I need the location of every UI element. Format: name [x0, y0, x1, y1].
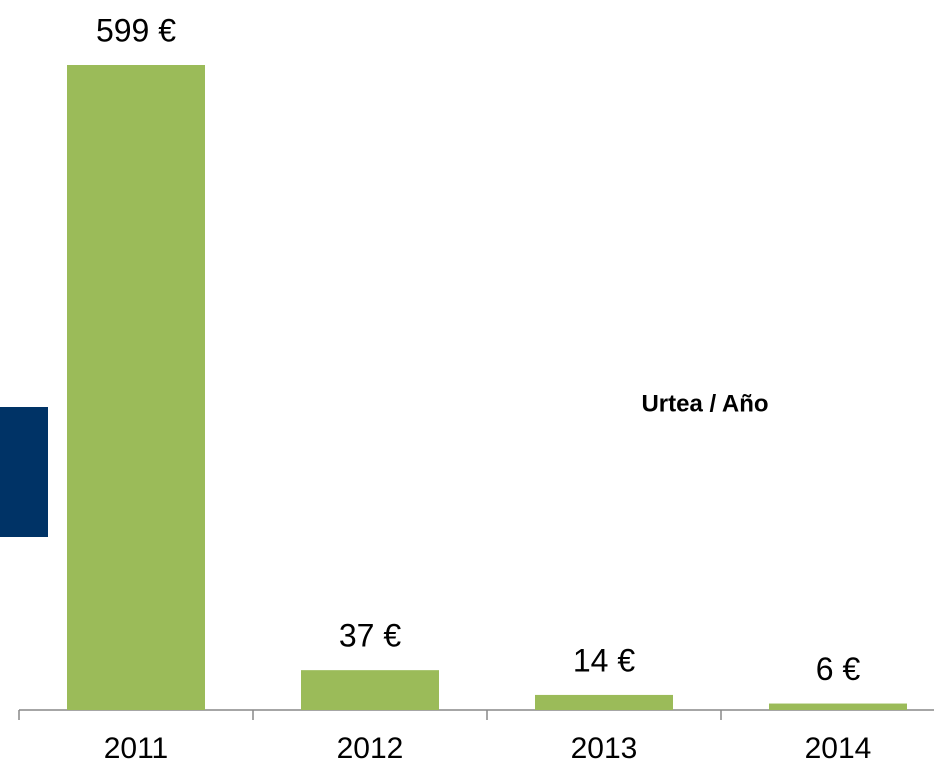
bar	[535, 694, 673, 710]
x-tick-label: 2011	[104, 732, 169, 765]
value-label: 14 €	[573, 642, 635, 678]
side-block	[0, 407, 48, 537]
x-tick-label: 2014	[805, 732, 872, 765]
x-tick-label: 2013	[571, 732, 638, 765]
value-label: 6 €	[816, 651, 861, 687]
x-tick-label: 2012	[337, 732, 404, 765]
bar	[769, 703, 907, 710]
bar	[67, 65, 205, 710]
value-label: 37 €	[339, 618, 401, 654]
bar	[301, 670, 439, 710]
value-label: 599 €	[96, 12, 176, 48]
annotation: Urtea / Año	[641, 390, 768, 417]
